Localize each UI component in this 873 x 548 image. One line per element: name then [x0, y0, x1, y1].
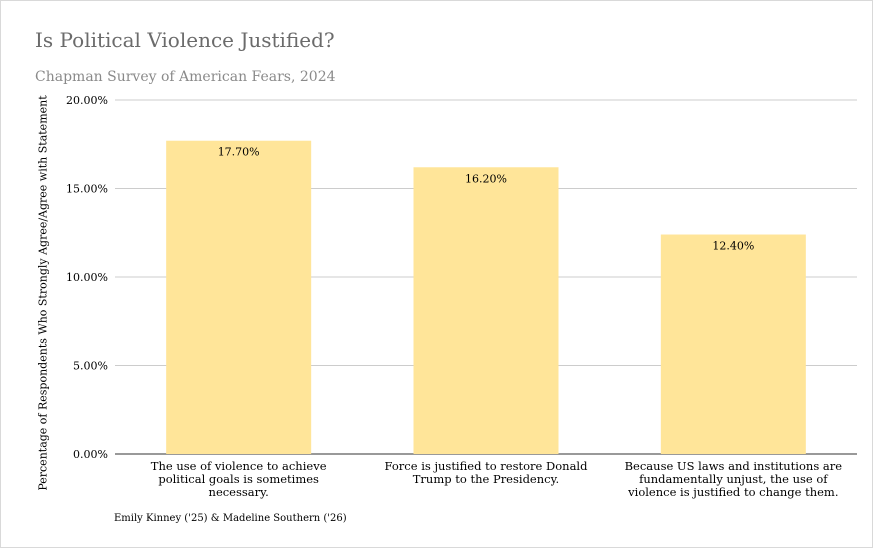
credit-text: Emily Kinney ('25) & Madeline Southern (…	[114, 513, 347, 524]
data-label: 17.70%	[218, 146, 260, 159]
data-label: 12.40%	[712, 240, 754, 253]
x-category-label: The use of violence to achieve political…	[150, 459, 327, 499]
chart-title: Is Political Violence Justified?	[35, 28, 335, 52]
y-tick-label: 10.00%	[66, 271, 108, 284]
y-tick-label: 15.00%	[66, 183, 108, 196]
data-label: 16.20%	[465, 172, 507, 185]
y-tick-label: 5.00%	[73, 360, 108, 373]
x-category-label: Because US laws and institutions are fun…	[624, 459, 843, 499]
bar	[166, 140, 312, 454]
bar	[413, 167, 559, 454]
y-tick-label: 20.00%	[66, 94, 108, 107]
chart-subtitle: Chapman Survey of American Fears, 2024	[35, 69, 336, 85]
y-tick-label: 0.00%	[73, 448, 108, 461]
x-category-label: Force is justified to restore Donald Tru…	[384, 459, 588, 486]
bar	[660, 234, 806, 454]
